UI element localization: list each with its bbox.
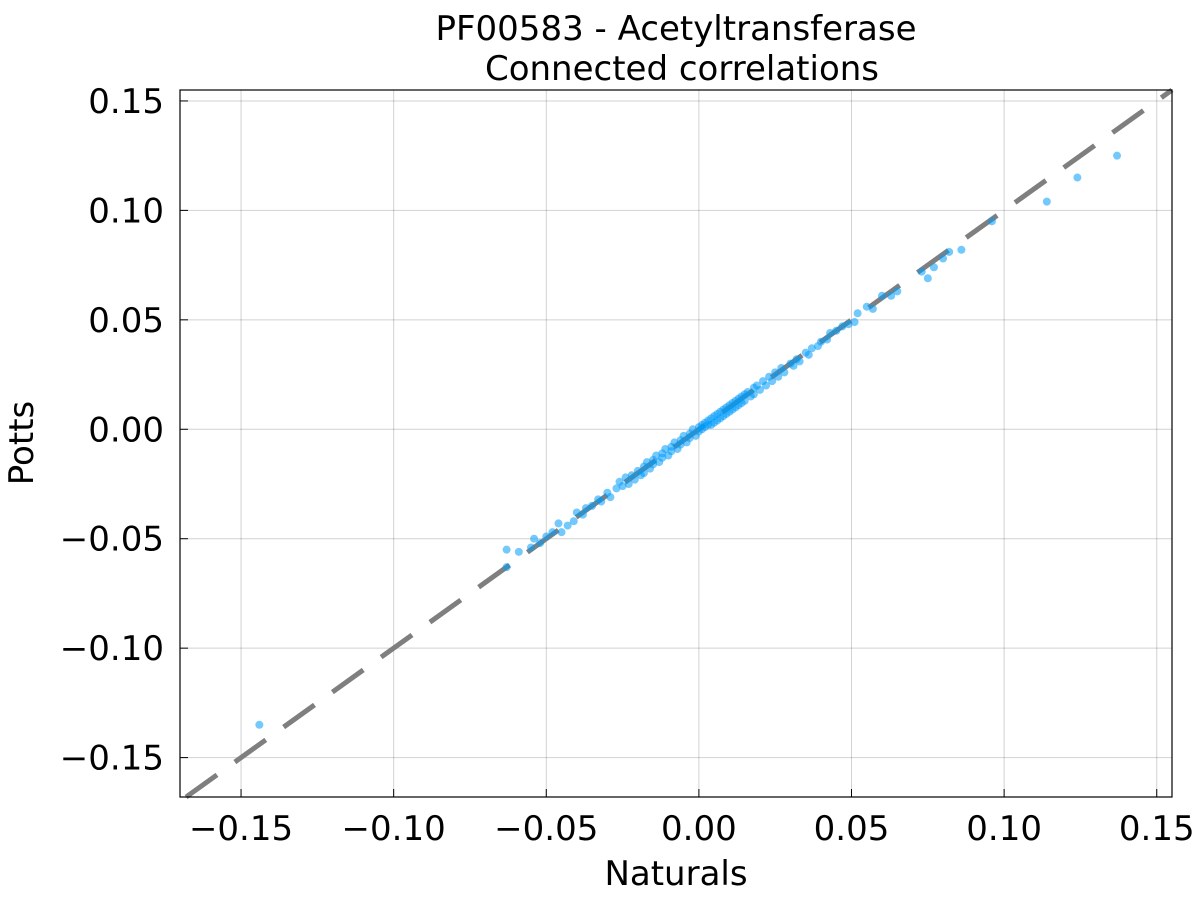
data-point [755, 385, 764, 394]
x-tick-label: −0.10 [342, 809, 446, 849]
data-point [557, 528, 566, 537]
data-points [255, 151, 1122, 729]
data-point [832, 326, 841, 335]
data-point [887, 291, 896, 300]
data-point [762, 381, 771, 390]
data-point [878, 291, 887, 300]
y-tick-label: 0.15 [88, 82, 164, 122]
data-point [572, 508, 581, 517]
data-point [676, 440, 685, 449]
y-axis-label: Potts [2, 401, 42, 485]
data-point [502, 563, 511, 572]
y-tick-label: −0.15 [60, 739, 164, 779]
data-point [923, 274, 932, 283]
data-point [939, 254, 948, 263]
x-axis-ticks: −0.15 −0.10 −0.05 0.00 0.05 0.10 0.15 [189, 789, 1195, 849]
data-point [606, 493, 615, 502]
data-point [652, 451, 661, 460]
x-tick-label: 0.15 [1119, 809, 1195, 849]
data-point [554, 519, 563, 528]
x-tick-label: −0.15 [189, 809, 293, 849]
data-point [536, 539, 545, 548]
data-point [548, 528, 557, 537]
data-point [688, 425, 697, 434]
data-point [670, 438, 679, 447]
data-point [667, 447, 676, 456]
y-tick-label: −0.05 [60, 520, 164, 560]
data-point [581, 504, 590, 513]
data-point [621, 473, 630, 482]
data-point [853, 309, 862, 318]
data-point [957, 245, 966, 254]
y-tick-label: 0.05 [88, 301, 164, 341]
chart-title: PF00583 - Acetyltransferase [435, 9, 916, 49]
grid-lines [180, 90, 1172, 797]
data-point [639, 469, 648, 478]
y-tick-label: −0.10 [60, 629, 164, 669]
data-point [578, 510, 587, 519]
data-point [826, 328, 835, 337]
data-point [1113, 151, 1122, 160]
data-point [612, 484, 621, 493]
data-point [658, 453, 667, 462]
data-point [893, 287, 902, 296]
data-point [563, 521, 572, 530]
data-point [768, 377, 777, 386]
x-tick-label: −0.05 [494, 809, 598, 849]
data-point [630, 475, 639, 484]
data-point [823, 335, 832, 344]
data-point [514, 547, 523, 556]
data-point [624, 479, 633, 488]
data-point [917, 267, 926, 276]
data-point [838, 322, 847, 331]
data-point [530, 534, 539, 543]
data-point [868, 304, 877, 313]
data-point [740, 396, 749, 405]
data-point [789, 361, 798, 370]
data-point [661, 444, 670, 453]
data-point [1042, 197, 1051, 206]
data-point [643, 458, 652, 467]
data-point [527, 543, 536, 552]
x-axis-label: Naturals [604, 854, 747, 894]
data-point [780, 368, 789, 377]
data-point [749, 390, 758, 399]
data-point [929, 263, 938, 272]
plot-frame [179, 89, 1173, 798]
data-point [569, 517, 578, 526]
data-point [679, 431, 688, 440]
data-point [1073, 173, 1082, 182]
y-tick-label: 0.00 [88, 410, 164, 450]
data-point [850, 318, 859, 327]
data-point [807, 344, 816, 353]
data-point [597, 497, 606, 506]
data-point [804, 350, 813, 359]
data-point [649, 460, 658, 469]
data-point [795, 357, 804, 366]
y-axis-ticks: −0.15 −0.10 −0.05 0.00 0.05 0.10 0.15 [60, 82, 188, 779]
x-tick-label: 0.00 [661, 809, 737, 849]
data-point [255, 720, 264, 729]
data-point [816, 337, 825, 346]
data-point [685, 434, 694, 443]
data-point [588, 501, 597, 510]
x-tick-label: 0.10 [966, 809, 1042, 849]
data-point [618, 482, 627, 491]
x-tick-label: 0.05 [814, 809, 890, 849]
data-point [987, 217, 996, 226]
data-point [945, 247, 954, 256]
data-point [502, 545, 511, 554]
y-tick-label: 0.10 [88, 191, 164, 231]
data-point [862, 302, 871, 311]
data-point [542, 532, 551, 541]
data-point [774, 372, 783, 381]
chart-subtitle: Connected correlations [485, 49, 879, 89]
data-point [844, 320, 853, 329]
